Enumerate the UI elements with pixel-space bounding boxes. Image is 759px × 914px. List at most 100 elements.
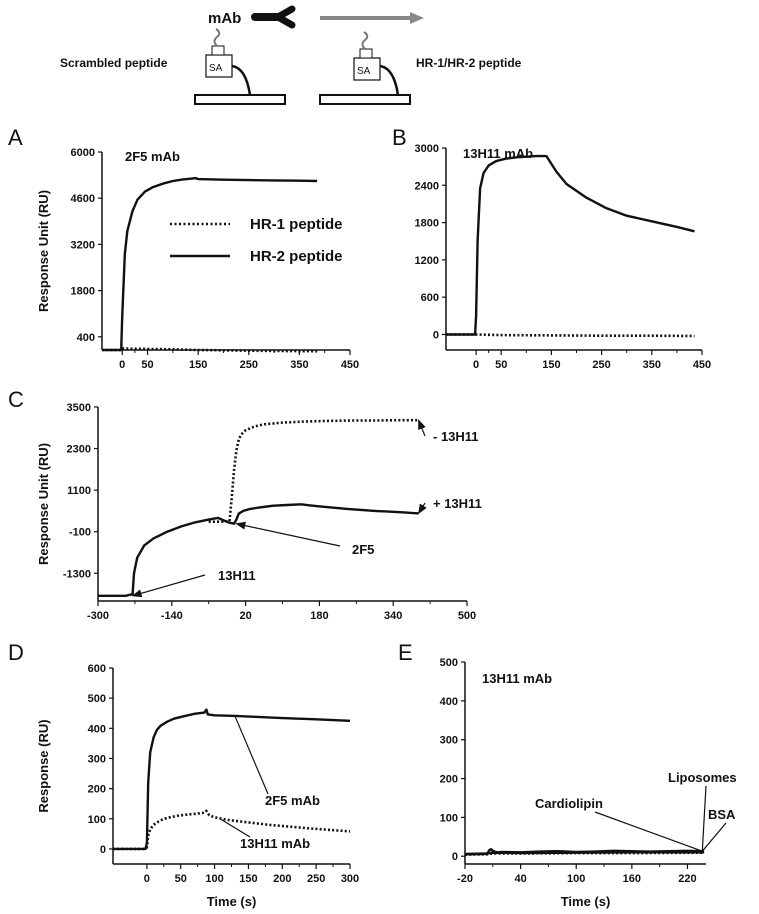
x-tick-label: 50 — [495, 359, 507, 371]
annotation-label: 2F5 mAb — [265, 793, 320, 808]
y-tick-label: -100 — [69, 527, 91, 539]
y-tick-label: 0 — [100, 844, 106, 856]
legend-hr2-label: HR-2 peptide — [250, 248, 343, 265]
series-line-a-1 — [102, 347, 318, 353]
legend: HR-1 peptide HR-2 peptide — [170, 216, 343, 265]
y-tick-label: 500 — [440, 657, 458, 669]
legend-hr1-label: HR-1 peptide — [250, 216, 343, 233]
x-tick-label: 150 — [542, 359, 560, 371]
x-tick-label: 50 — [141, 359, 153, 371]
y-tick-label: 4600 — [71, 193, 95, 205]
x-tick-label: -140 — [161, 610, 183, 622]
sensor-chip-left-icon — [194, 28, 286, 105]
annotation-line — [131, 574, 206, 598]
x-tick-label: 350 — [643, 359, 661, 371]
x-tick-label: 200 — [273, 873, 291, 885]
y-tick-label: 400 — [77, 332, 95, 344]
annotation-label: 2F5 — [352, 542, 374, 557]
series-line-c-0 — [98, 503, 419, 597]
x-tick-label: 40 — [514, 873, 526, 885]
y-tick-label: 3200 — [71, 239, 95, 251]
y-tick-label: 2300 — [67, 444, 91, 456]
annotation-line — [234, 715, 269, 795]
x-tick-label: 250 — [592, 359, 610, 371]
annotation-line — [418, 419, 426, 437]
panel-label-d: D — [8, 640, 24, 665]
y-tick-label: 2400 — [415, 180, 439, 192]
panel-a: A 2F5 mAb 400 1800 3200 4600 6000 0 50 150 250 350 4… — [8, 125, 359, 371]
mab-label: mAb — [208, 10, 241, 27]
series-line-a-0 — [102, 176, 318, 352]
panel-label-e: E — [398, 640, 413, 665]
y-tick-label: 1100 — [67, 485, 91, 497]
series-line-b-1 — [446, 333, 695, 338]
annotation-label: - 13H11 — [433, 429, 479, 444]
annotation-label: + 13H11 — [433, 496, 482, 511]
annotation-label: Cardiolipin — [535, 796, 603, 811]
panel-label-c: C — [8, 387, 24, 412]
y-tick-label: 3000 — [415, 143, 439, 155]
panel-b: B 13H11 mAb 0 600 1200 1800 2400 3000 0 50 150 250 3… — [392, 125, 711, 371]
x-axis-label: Time (s) — [207, 894, 257, 909]
panel-c: C -1300 -100 1100 2300 3500 -300 -140 20 180 340 50… — [8, 387, 482, 622]
y-tick-label: 3500 — [67, 402, 91, 414]
schematic: mAb Scrambled peptide SA — [60, 5, 522, 105]
x-tick-label: 340 — [384, 610, 402, 622]
y-tick-label: 100 — [88, 814, 106, 826]
y-tick-label: 300 — [88, 753, 106, 765]
flow-arrow-icon — [320, 12, 424, 24]
y-axis-label: Response Unit (RU) — [36, 190, 51, 312]
sa-label-left: SA — [209, 63, 223, 74]
x-tick-label: 100 — [567, 873, 585, 885]
x-tick-label: 100 — [205, 873, 223, 885]
x-tick-label: 150 — [189, 359, 207, 371]
x-tick-label: 0 — [119, 359, 125, 371]
chart-title-a: 2F5 mAb — [125, 149, 180, 164]
y-tick-label: 400 — [440, 696, 458, 708]
panel-label-a: A — [8, 125, 23, 150]
sensor-chip-right-icon — [319, 31, 411, 105]
annotation-line — [219, 818, 251, 838]
x-tick-label: 20 — [239, 610, 251, 622]
y-tick-label: 500 — [88, 693, 106, 705]
y-tick-label: 600 — [88, 663, 106, 675]
x-tick-label: 450 — [693, 359, 711, 371]
x-tick-label: 0 — [144, 873, 150, 885]
y-tick-label: 200 — [88, 784, 106, 796]
series-line-d-1 — [113, 809, 351, 851]
x-tick-label: 300 — [341, 873, 359, 885]
chart-title-b: 13H11 mAb — [463, 146, 533, 161]
y-axis-label: Response (RU) — [36, 719, 51, 812]
chart-title-e: 13H11 mAb — [482, 671, 552, 686]
x-tick-label: 0 — [473, 359, 479, 371]
annotation-line — [701, 785, 707, 852]
x-tick-label: 180 — [310, 610, 328, 622]
y-tick-label: 600 — [421, 292, 439, 304]
annotation-line — [594, 811, 703, 852]
series-line-e-2 — [464, 851, 705, 856]
x-tick-label: -300 — [87, 610, 109, 622]
scrambled-peptide-label: Scrambled peptide — [60, 56, 168, 70]
y-tick-label: 6000 — [71, 147, 95, 159]
x-tick-label: 250 — [240, 359, 258, 371]
annotation-label: BSA — [708, 807, 736, 822]
x-tick-label: 450 — [341, 359, 359, 371]
x-axis-label: Time (s) — [561, 894, 611, 909]
y-tick-label: 1800 — [415, 218, 439, 230]
y-axis-label: Response Unit (RU) — [36, 443, 51, 565]
x-tick-label: -20 — [457, 873, 473, 885]
panel-label-b: B — [392, 125, 407, 150]
annotation-line — [418, 502, 427, 515]
x-tick-label: 500 — [458, 610, 476, 622]
series-line-b-0 — [446, 154, 695, 336]
y-tick-label: -1300 — [63, 568, 91, 580]
antibody-icon — [251, 5, 296, 29]
y-tick-label: 300 — [440, 735, 458, 747]
x-tick-label: 350 — [290, 359, 308, 371]
y-tick-label: 0 — [452, 851, 458, 863]
panel-d: D 0 100 200 300 400 500 600 0 50 100 150 200 250 300 Re… — [8, 640, 359, 909]
x-tick-label: 160 — [623, 873, 641, 885]
x-tick-label: 220 — [678, 873, 696, 885]
y-tick-label: 0 — [433, 329, 439, 341]
